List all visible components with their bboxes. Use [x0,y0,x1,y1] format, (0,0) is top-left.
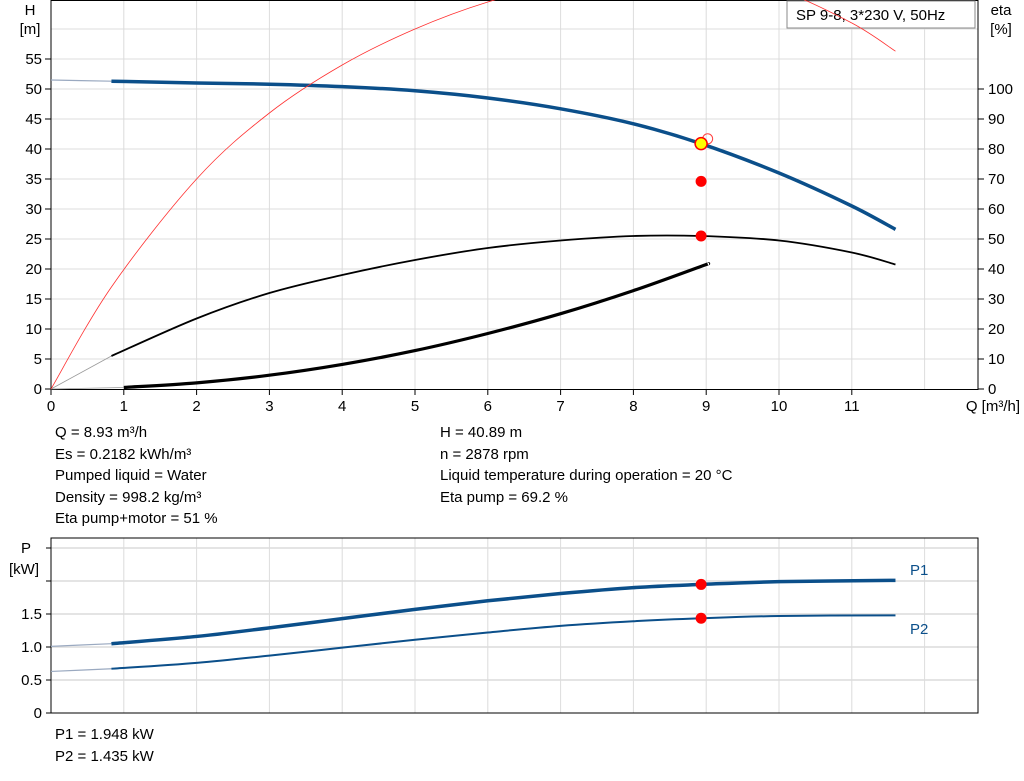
p1-curve-extrapolated [50,643,112,647]
y2-tick-label: 70 [988,171,1005,188]
x-tick-label: 0 [47,398,55,415]
p2-curve-extrapolated [50,668,112,673]
info-density: Density = 998.2 kg/m³ [55,489,202,506]
y-axis-label: H [25,2,36,19]
eta-pump-duty-point [695,175,707,187]
x-tick-label: 6 [484,398,492,415]
y2-tick-label: 60 [988,201,1005,218]
eta-pump-motor-curve-extrapolated [50,387,124,390]
p1-legend-label: P1 [910,562,928,579]
p2-curve [111,614,896,670]
y-tick-label: 25 [25,231,42,248]
x-tick-label: 5 [411,398,419,415]
y2-tick-label: 20 [988,321,1005,338]
info-p1: P1 = 1.948 kW [55,726,154,743]
eta-pump-motor-curve [123,261,711,390]
y-tick-label: 0 [34,705,42,722]
x-tick-label: 8 [629,398,637,415]
system-curve [50,0,896,390]
info-eta-pump-motor: Eta pump+motor = 51 % [55,510,218,527]
info-p2: P2 = 1.435 kW [55,748,154,765]
p-axis-label: P [21,540,31,557]
p2-legend-label: P2 [910,621,928,638]
eta-pump-curve-extrapolated [50,355,112,390]
y-tick-label: 40 [25,141,42,158]
info-temp: Liquid temperature during operation = 20… [440,467,733,484]
y-tick-label: 1.5 [21,606,42,623]
y2-tick-label: 100 [988,81,1013,98]
power-plot-frame [50,537,979,714]
x-tick-label: 10 [771,398,788,415]
x-axis-label: Q [m³/h] [966,398,1020,415]
p-axis-unit: [kW] [9,561,39,578]
y2-axis-label: eta [991,2,1013,19]
plot-frame [50,0,979,390]
x-tick-label: 2 [192,398,200,415]
info-h: H = 40.89 m [440,424,523,441]
h-curve-extrapolated [50,79,112,82]
p2-duty-point [695,612,707,624]
x-tick-label: 3 [265,398,273,415]
h-curve [111,79,897,231]
y2-tick-label: 80 [988,141,1005,158]
y-tick-label: 20 [25,261,42,278]
x-tick-label: 4 [338,398,346,415]
y-tick-label: 10 [25,321,42,338]
eta-pump-motor-duty-point [695,230,707,242]
info-q: Q = 8.93 m³/h [55,424,148,441]
y-tick-label: 1.0 [21,639,42,656]
chart-title: SP 9-8, 3*230 V, 50Hz [796,7,945,24]
y-tick-label: 5 [34,351,42,368]
title-box [786,0,976,29]
y2-tick-label: 90 [988,111,1005,128]
y2-tick-label: 40 [988,261,1005,278]
p1-curve [111,578,896,646]
y2-tick-label: 0 [988,381,996,398]
h-duty-point [694,136,708,151]
y-tick-label: 30 [25,201,42,218]
eta-pump-curve [111,234,896,357]
y-tick-label: 35 [25,171,42,188]
y-tick-label: 50 [25,81,42,98]
y-tick-label: 45 [25,111,42,128]
info-n: n = 2878 rpm [440,446,529,463]
x-tick-label: 9 [702,398,710,415]
info-liquid: Pumped liquid = Water [55,467,207,484]
y2-axis-unit: [%] [990,21,1012,38]
y-tick-label: 0.5 [21,672,42,689]
y-tick-label: 15 [25,291,42,308]
y2-tick-label: 30 [988,291,1005,308]
p1-duty-point [695,578,707,590]
y-tick-label: 55 [25,51,42,68]
x-tick-label: 11 [844,398,860,415]
y-axis-unit: [m] [20,21,41,38]
info-es: Es = 0.2182 kWh/m³ [55,446,192,463]
info-eta-pump: Eta pump = 69.2 % [440,489,568,506]
x-tick-label: 7 [556,398,564,415]
y2-tick-label: 50 [988,231,1005,248]
y2-tick-label: 10 [988,351,1005,368]
y-tick-label: 0 [34,381,42,398]
x-tick-label: 1 [120,398,128,415]
